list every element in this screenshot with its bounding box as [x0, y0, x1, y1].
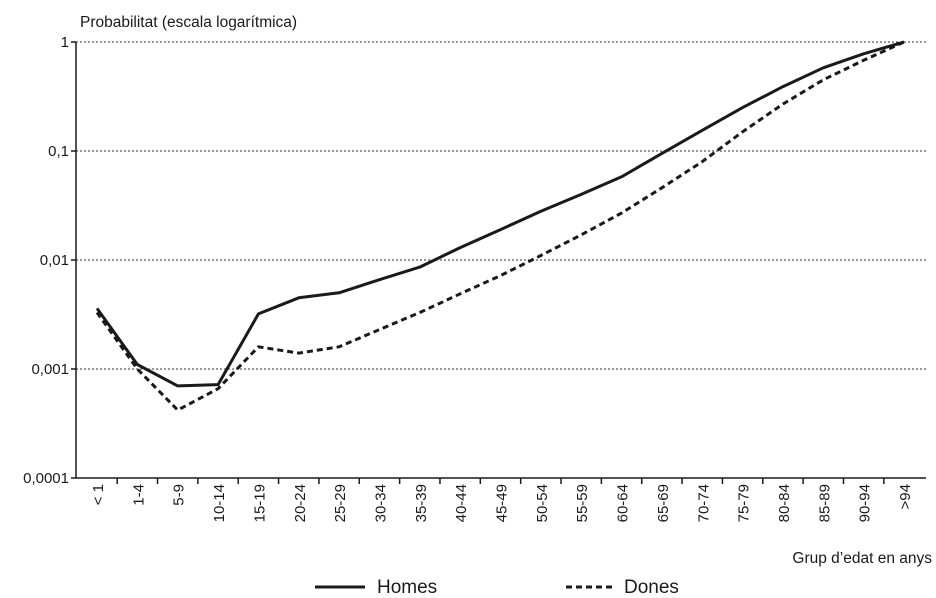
x-tick-label: 25-29: [332, 484, 349, 522]
legend-label-dones: Dones: [624, 577, 679, 598]
x-tick-label: < 1: [90, 484, 107, 505]
x-tick-label: 30-34: [372, 484, 389, 522]
series-line-homes: [95, 40, 905, 388]
x-tick-label: 20-24: [292, 484, 309, 522]
x-tick-label: 45-49: [494, 484, 511, 522]
x-tick-label: 75-79: [736, 484, 753, 522]
x-tick-label: 35-39: [413, 484, 430, 522]
y-axis-label: Probabilitat (escala logarítmica): [80, 14, 297, 31]
x-tick-label: 80-84: [776, 484, 793, 522]
x-tick-label: 90-94: [857, 484, 874, 522]
legend-label-homes: Homes: [377, 577, 437, 598]
y-tick-label: 0,001: [31, 361, 69, 378]
y-tick-label: 0,1: [48, 143, 69, 160]
series-lines: [95, 40, 905, 412]
y-tick-labels: 0,0001 0,001 0,01 0,1 1: [23, 34, 76, 487]
y-tick-label: 1: [61, 34, 69, 51]
series-line-dones: [95, 40, 905, 412]
x-axis-label: Grup d’edat en anys: [792, 550, 932, 567]
x-tick-label: 55-59: [574, 484, 591, 522]
y-tick-label: 0,0001: [23, 470, 69, 487]
x-tick-label: >94: [897, 484, 914, 509]
x-tick-label: 65-69: [655, 484, 672, 522]
x-tick-label: 50-54: [534, 484, 551, 522]
y-tick-label: 0,01: [40, 252, 69, 269]
x-tick-label: 60-64: [615, 484, 632, 522]
grid-lines: [76, 41, 926, 370]
x-tick-label: 85-89: [816, 484, 833, 522]
x-tick-labels: < 1 1-4 5-9 10-14 15-19 20-24 25-29 30-34 35-39 4…: [90, 478, 914, 522]
x-tick-label: 1-4: [130, 484, 147, 506]
x-tick-label: 15-19: [251, 484, 268, 522]
x-tick-label: 70-74: [695, 484, 712, 522]
x-tick-label: 10-14: [211, 484, 228, 522]
legend: Homes Dones: [315, 577, 679, 598]
x-tick-label: 5-9: [171, 484, 188, 506]
x-tick-label: 40-44: [453, 484, 470, 522]
